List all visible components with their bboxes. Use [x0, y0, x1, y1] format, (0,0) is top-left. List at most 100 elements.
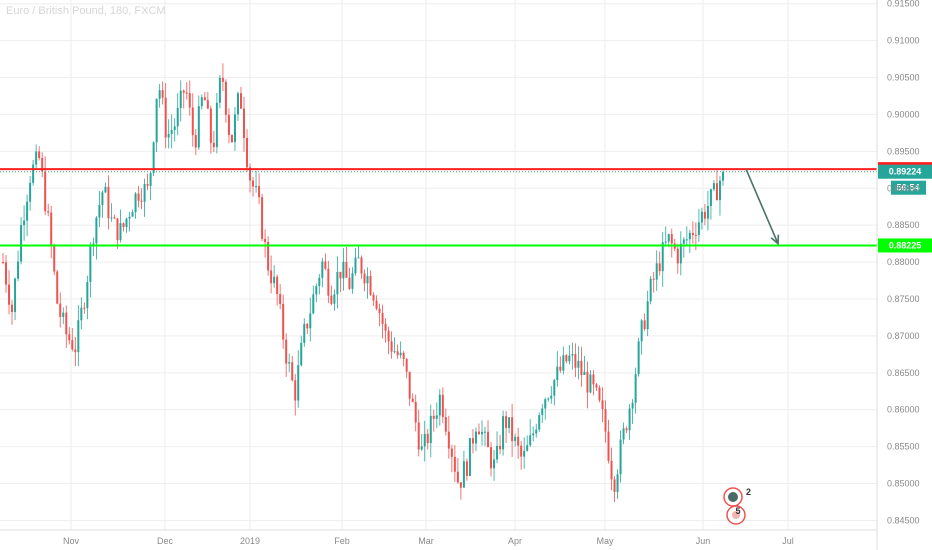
candle-body [230, 134, 233, 143]
candle-body [369, 275, 372, 295]
candle-body [625, 428, 628, 431]
candle-body [709, 189, 712, 207]
candle-body [435, 415, 438, 419]
candle-body [568, 355, 571, 362]
candle-body [604, 409, 607, 432]
candle-body [556, 366, 559, 381]
candle-body [5, 262, 8, 285]
x-tick-label: Mar [418, 536, 434, 546]
candle-body [233, 114, 236, 143]
projection-arrow-head [770, 234, 780, 246]
candle-body [417, 422, 420, 450]
candle-body [218, 77, 221, 103]
candle-body [577, 360, 580, 368]
candle-body [432, 415, 435, 419]
candle-body [429, 415, 432, 444]
support-price-label: 0.88225 [889, 240, 922, 250]
candle-body [309, 313, 312, 329]
candle-body [414, 401, 417, 423]
candle-body [197, 106, 200, 148]
y-tick-label: 0.86000 [887, 405, 920, 415]
candle-body [616, 474, 619, 492]
candle-body [691, 232, 694, 236]
candle-body [487, 431, 490, 448]
candle-body [589, 374, 592, 393]
candle-body [252, 180, 255, 187]
candle-body [366, 275, 369, 284]
y-tick-label: 0.87500 [887, 294, 920, 304]
candle-body [200, 97, 203, 107]
candle-body [95, 217, 98, 244]
candle-body [107, 186, 110, 219]
y-tick-label: 0.88500 [887, 220, 920, 230]
candle-body [294, 380, 297, 401]
candle-body [321, 261, 324, 278]
candle-body [420, 446, 423, 450]
y-tick-label: 0.89000 [887, 183, 920, 193]
candle-body [161, 90, 164, 98]
candle-body [550, 395, 553, 399]
candle-body [637, 341, 640, 375]
candle-body [140, 200, 143, 202]
candle-body [580, 360, 583, 375]
candle-body [71, 340, 74, 350]
candle-body [167, 133, 170, 138]
y-tick-label: 0.87000 [887, 331, 920, 341]
current-price-label: 0.89224 [889, 167, 922, 177]
candle-body [65, 312, 68, 335]
candle-body [38, 151, 41, 159]
candle-body [101, 192, 104, 205]
event-markers-layer: 25 [723, 487, 751, 525]
candle-body [221, 77, 224, 82]
candle-body [291, 362, 294, 381]
candle-body [23, 220, 26, 226]
candle-body [327, 268, 330, 296]
candle-body [465, 461, 468, 476]
x-tick-label: Jul [782, 536, 794, 546]
candle-body [532, 433, 535, 436]
y-tick-label: 0.85500 [887, 442, 920, 452]
candle-body [667, 234, 670, 242]
candle-body [652, 278, 655, 280]
candle-body [661, 242, 664, 272]
x-tick-label: Apr [508, 536, 522, 546]
candle-body [685, 239, 688, 241]
candle-body [354, 257, 357, 274]
grid-layer [0, 0, 877, 530]
current-price-badge [878, 164, 932, 179]
candle-body [59, 303, 62, 317]
candle-body [246, 137, 249, 168]
candle-body [583, 371, 586, 375]
candle-body [697, 222, 700, 236]
candle-body [444, 417, 447, 432]
candle-body [499, 445, 502, 450]
earnings-event-icon-core [728, 492, 738, 502]
candle-body [649, 278, 652, 302]
candle-body [655, 263, 658, 280]
candle-body [306, 323, 309, 329]
candle-body [110, 217, 113, 219]
candle-body [333, 294, 336, 304]
candle-body [372, 294, 375, 301]
candle-body [547, 398, 550, 400]
candle-body [477, 431, 480, 435]
candle-body [505, 416, 508, 429]
candle-body [363, 273, 366, 284]
candle-body [224, 81, 227, 115]
candle-body [267, 241, 270, 271]
candle-body [339, 271, 342, 279]
candle-body [384, 323, 387, 331]
x-tick-label: Jun [696, 536, 711, 546]
candle-body [285, 339, 288, 364]
candle-body [288, 362, 291, 364]
x-tick-label: 2019 [240, 536, 260, 546]
candle-body [490, 447, 493, 469]
candle-body [104, 186, 107, 193]
candle-body [628, 408, 631, 431]
candle-body [113, 217, 116, 219]
candle-body [544, 399, 547, 409]
candle-body [712, 183, 715, 190]
candle-body [137, 193, 140, 201]
